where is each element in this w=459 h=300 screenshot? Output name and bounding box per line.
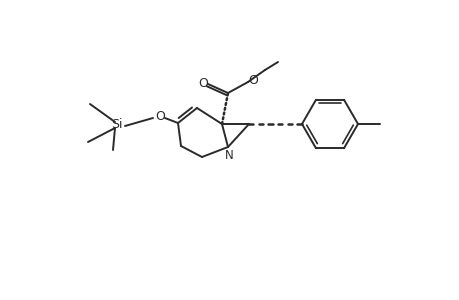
Text: Si: Si	[111, 118, 123, 130]
Text: O: O	[247, 74, 257, 86]
Text: N: N	[224, 148, 233, 161]
Text: O: O	[198, 76, 207, 89]
Text: O: O	[155, 110, 165, 122]
